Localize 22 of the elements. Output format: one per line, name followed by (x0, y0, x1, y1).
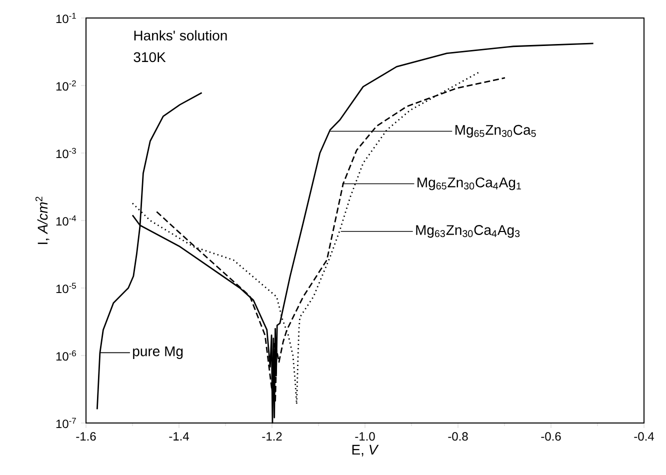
y-tick-label: 10$^{-5}$ (56, 282, 76, 294)
annotation: 310K (134, 52, 166, 62)
annotation: Mg$_{65}$Zn$_{30}$Ca$_{4}$Ag$_{1}$ (418, 177, 521, 190)
x-axis-title: E, V (352, 444, 379, 456)
x-tick-label: -1.4 (169, 432, 189, 440)
annotation: Hanks' solution (134, 30, 227, 40)
x-tick-label: -1.6 (76, 432, 96, 441)
annotation: Mg$_{63}$Zn$_{30}$Ca$_{4}$Ag$_{3}$ (416, 225, 520, 238)
annotation: Mg$_{65}$Zn$_{30}$Ca$_{5}$ (455, 124, 536, 138)
annotation: pure Mg (133, 346, 183, 359)
y-tick-label: 10$^{-3}$ (56, 148, 76, 158)
x-tick-label: -1.0 (355, 432, 375, 441)
x-tick-label: -1.2 (262, 432, 282, 441)
x-tick-label: -0.8 (448, 432, 468, 441)
y-tick-label: 10$^{-1}$ (56, 12, 76, 24)
y-tick-label: 10$^{-6}$ (56, 350, 76, 361)
x-tick-label: -0.4 (634, 432, 654, 441)
y-tick-label: 10$^{-2}$ (56, 80, 76, 91)
x-tick-label: -0.6 (541, 432, 561, 441)
y-axis-title: I, A/cm$^{2}$ (35, 196, 50, 244)
y-tick-label: 10$^{-4}$ (56, 215, 76, 226)
y-tick-label: 10$^{-7}$ (56, 418, 76, 428)
